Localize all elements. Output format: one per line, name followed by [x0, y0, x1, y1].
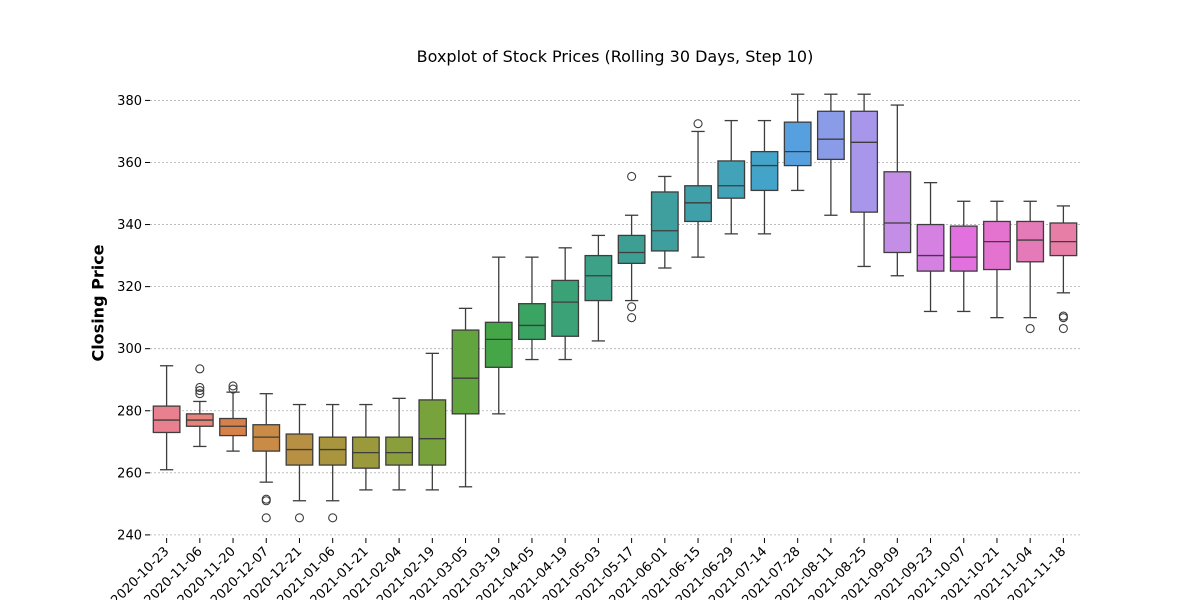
box-2021-09-09: [883, 171, 912, 254]
outlier-point: [294, 513, 305, 523]
box-2021-10-21: [983, 220, 1011, 271]
outlier-point: [261, 494, 271, 504]
box-2020-10-23: [152, 405, 181, 434]
outlier-point: [195, 389, 205, 399]
outlier-point: [228, 381, 238, 391]
outlier-point: [1025, 323, 1035, 334]
box-2021-11-18: [1049, 222, 1078, 257]
box-2021-02-19: [418, 399, 447, 466]
y-tick-label: 260: [117, 466, 142, 481]
box-2021-04-19: [551, 279, 580, 337]
box-2021-09-23: [916, 223, 945, 272]
outlier-point: [328, 513, 338, 523]
box-2021-07-28: [783, 121, 812, 167]
y-tick-label: 380: [117, 94, 142, 109]
box-2020-12-07: [252, 424, 281, 452]
box-2021-06-01: [650, 191, 679, 252]
outlier-point: [195, 364, 205, 374]
box-2021-06-29: [717, 160, 746, 199]
outlier-point: [1058, 323, 1068, 334]
outlier-point: [693, 119, 703, 129]
box-2021-11-04: [1016, 220, 1045, 263]
box-2021-08-25: [850, 110, 879, 213]
box-2021-10-07: [949, 225, 978, 272]
y-tick-label: 300: [117, 342, 142, 357]
y-tick-label: 340: [117, 218, 142, 233]
y-tick-label: 280: [117, 404, 142, 419]
box-2021-04-05: [518, 303, 546, 341]
box-2021-02-04: [385, 436, 414, 466]
outlier-point: [627, 302, 637, 312]
box-2021-07-14: [750, 150, 779, 192]
outlier-point: [1058, 311, 1068, 321]
box-2020-11-20: [219, 417, 247, 437]
outlier-point: [627, 313, 637, 323]
outlier-point: [261, 513, 271, 523]
box-2021-06-15: [684, 185, 712, 223]
outlier-point: [627, 171, 637, 181]
box-2021-08-11: [816, 110, 845, 161]
outlier-point: [195, 386, 205, 396]
y-tick-label: 360: [117, 156, 142, 171]
box-2021-05-03: [584, 254, 613, 302]
outlier-point: [195, 382, 205, 393]
chart-title: Boxplot of Stock Prices (Rolling 30 Days…: [416, 47, 814, 66]
box-2021-03-19: [484, 321, 513, 368]
y-tick-label: 320: [117, 280, 142, 295]
y-tick-label: 240: [117, 528, 142, 543]
box-2021-03-05: [451, 329, 480, 415]
box-2021-05-17: [617, 234, 646, 264]
box-2021-01-06: [318, 436, 347, 466]
outlier-point: [228, 384, 238, 394]
